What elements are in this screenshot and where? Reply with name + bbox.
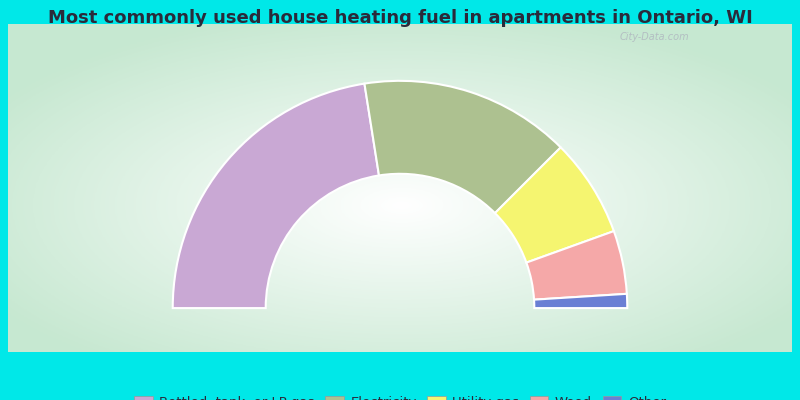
Legend: Bottled, tank, or LP gas, Electricity, Utility gas, Wood, Other: Bottled, tank, or LP gas, Electricity, U… [129, 390, 671, 400]
Text: Most commonly used house heating fuel in apartments in Ontario, WI: Most commonly used house heating fuel in… [48, 9, 752, 27]
Wedge shape [365, 81, 561, 213]
Wedge shape [495, 147, 614, 263]
Wedge shape [173, 84, 379, 308]
Text: City-Data.com: City-Data.com [620, 32, 690, 42]
Wedge shape [534, 294, 627, 308]
Wedge shape [526, 231, 627, 300]
